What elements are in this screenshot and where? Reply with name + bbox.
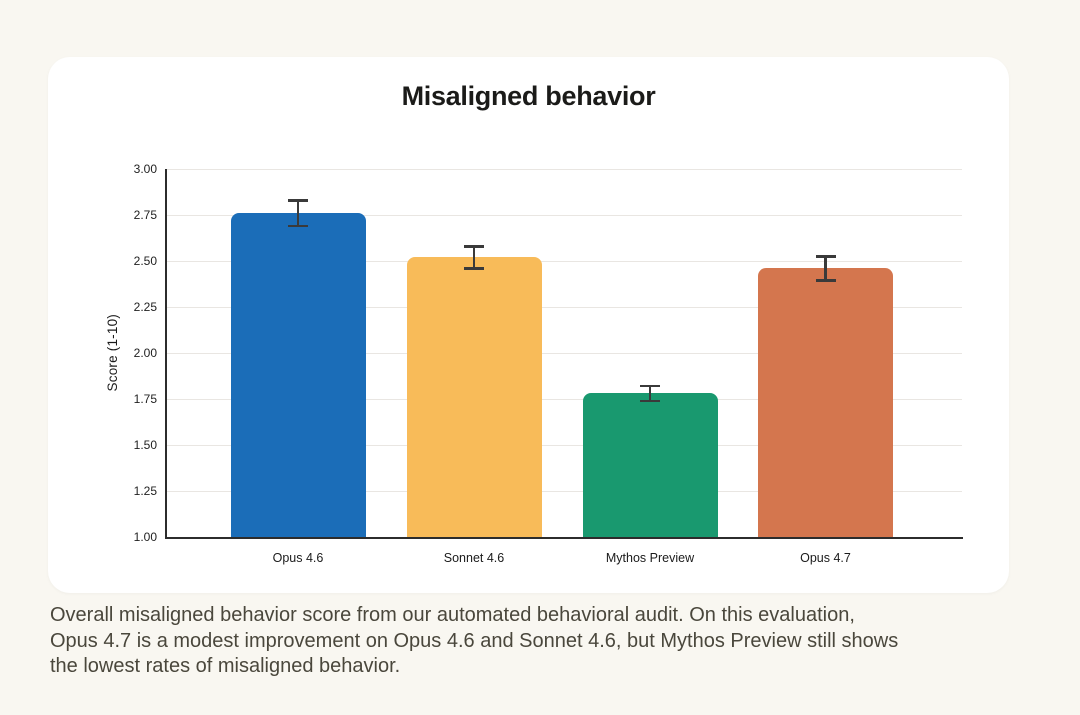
- y-tick-label: 2.00: [133, 346, 157, 360]
- gridline: [167, 491, 962, 492]
- figure-caption-line: the lowest rates of misaligned behavior.: [50, 655, 401, 677]
- y-tick-label: 3.00: [133, 162, 157, 176]
- x-tick-label: Opus 4.6: [272, 551, 324, 565]
- figure-caption-line: Overall misaligned behavior score from o…: [50, 604, 855, 626]
- chart-card: Misaligned behavior Score (1-10) 1.00 1.2…: [48, 57, 1009, 593]
- plot-area: Score (1-10) 1.00 1.25 1.50 1.75 2.00 2.25 2.5…: [105, 162, 963, 565]
- error-bar-opus-4-7: [824, 256, 827, 281]
- x-tick-label: Opus 4.7: [800, 551, 851, 565]
- error-bar-cap: [815, 255, 836, 258]
- y-axis-label: Score (1-10): [105, 169, 120, 537]
- chart-title: Misaligned behavior: [401, 81, 656, 111]
- gridline: [167, 261, 962, 262]
- gridline: [167, 353, 962, 354]
- figure-caption-line: Opus 4.7 is a modest improvement on Opus…: [50, 629, 899, 652]
- gridline: [167, 215, 962, 216]
- y-tick-label: 1.00: [133, 530, 157, 544]
- y-tick-label: 2.50: [133, 254, 157, 268]
- error-bar-cap: [464, 245, 484, 248]
- error-bar-cap: [640, 399, 660, 403]
- y-tick-label: 2.25: [133, 300, 157, 314]
- bar-mythos-preview: [582, 393, 718, 537]
- gridline: [167, 445, 962, 446]
- error-bar-cap: [464, 267, 484, 270]
- y-axis-line: [165, 169, 167, 539]
- bar-opus-4-7: [758, 268, 893, 537]
- error-bar-opus-4-6: [296, 200, 300, 227]
- error-bar-cap: [288, 224, 308, 228]
- error-bar-mythos-preview: [648, 386, 652, 401]
- gridline: [167, 307, 962, 308]
- gridline: [167, 169, 962, 170]
- error-bar-sonnet-4-6: [472, 246, 476, 269]
- x-axis-line: [165, 537, 963, 539]
- y-axis-label-text: Score (1-10): [105, 314, 120, 392]
- y-tick-label: 1.75: [133, 392, 157, 406]
- bar-sonnet-4-6: [406, 257, 542, 537]
- error-bar-cap: [815, 279, 836, 282]
- x-tick-label: Sonnet 4.6: [443, 551, 505, 565]
- error-bar-cap: [640, 384, 660, 388]
- y-tick-label: 1.50: [133, 438, 157, 452]
- bar-opus-4-6: [230, 213, 366, 537]
- figure-caption: Overall misaligned behavior score from o…: [50, 603, 898, 680]
- error-bar-cap: [288, 199, 308, 202]
- y-tick-label: 2.75: [133, 208, 157, 222]
- gridline: [167, 399, 962, 400]
- y-tick-label: 1.25: [133, 484, 157, 498]
- x-tick-label: Mythos Preview: [605, 551, 695, 565]
